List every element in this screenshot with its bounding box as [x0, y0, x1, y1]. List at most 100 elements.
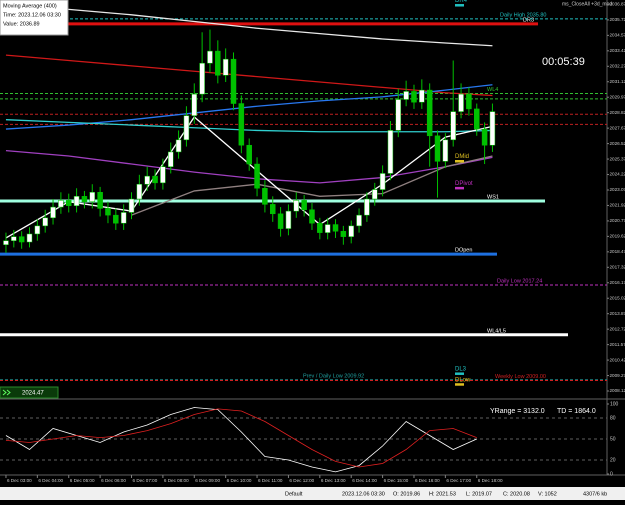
candle-body	[215, 51, 220, 75]
candle-body	[231, 59, 236, 103]
candle-body	[113, 215, 118, 223]
y-tick-label: 2033.42	[610, 48, 625, 53]
candle-body	[482, 129, 487, 145]
osc-tick-label: 20	[610, 457, 616, 463]
candle-body	[396, 100, 401, 131]
candle-body	[168, 152, 173, 167]
candle-body	[404, 91, 409, 99]
candle-body	[82, 196, 87, 201]
marker-label: DPivot	[455, 181, 473, 187]
status-text: 2023.12.06 03:30	[342, 491, 385, 497]
y-tick-label: 2015.02	[610, 295, 625, 300]
y-tick-label: 2029.97	[610, 94, 625, 99]
marker-label: DMid	[455, 154, 469, 160]
candle-body	[239, 104, 244, 146]
x-tick-label: 6 Dec 11:00	[258, 478, 283, 483]
candle-body	[466, 94, 471, 109]
y-tick-label: 2035.72	[610, 17, 625, 22]
status-text: Default	[285, 491, 303, 497]
candle-body	[317, 223, 322, 232]
y-tick-label: 2036.87	[610, 2, 625, 7]
candle-body	[98, 192, 103, 208]
y-tick-label: 2026.52	[610, 141, 625, 146]
candle-body	[427, 90, 432, 136]
candle-body	[137, 184, 142, 199]
candle-body	[459, 94, 464, 111]
x-tick-label: 6 Dec 03:00	[7, 478, 32, 483]
status-text: H: 2021.53	[429, 491, 456, 497]
candle-body	[35, 226, 40, 234]
y-tick-label: 2021.92	[610, 203, 625, 208]
osc-text: TD = 1864.0	[557, 408, 596, 415]
candle-body	[278, 214, 283, 229]
level-label: WL4	[487, 87, 498, 93]
marker-label: DL3	[455, 367, 467, 373]
candle-body	[341, 231, 346, 236]
candle-body	[27, 234, 32, 242]
candle-body	[451, 112, 456, 140]
level-marker	[455, 4, 464, 7]
level-label: Daily High 2035.80	[500, 12, 546, 18]
candle-body	[11, 237, 16, 241]
tooltip-line: Time: 2023.12.06 03:30	[3, 12, 61, 18]
candle-body	[184, 116, 189, 140]
x-tick-label: 6 Dec 12:00	[289, 478, 314, 483]
status-text: C: 2020.08	[503, 491, 530, 497]
candle-body	[129, 199, 134, 212]
y-tick-label: 2027.67	[610, 125, 625, 130]
x-tick-label: 6 Dec 17:00	[446, 478, 471, 483]
candle-body	[51, 207, 56, 218]
candle-body	[333, 225, 338, 232]
candle-body	[3, 241, 8, 245]
candle-body	[255, 164, 260, 188]
candle-body	[270, 204, 275, 213]
osc-tick-label: 100	[610, 401, 619, 407]
y-tick-label: 2016.17	[610, 280, 625, 285]
marker-label: DR4	[455, 0, 468, 4]
level-marker	[455, 160, 464, 163]
candle-body	[262, 188, 267, 204]
y-tick-label: 2019.62	[610, 234, 625, 239]
osc-tick-label: 50	[610, 436, 616, 442]
candle-body	[58, 200, 63, 207]
candle-body	[474, 109, 479, 129]
candle-body	[294, 200, 299, 211]
status-text: V: 1052	[538, 491, 557, 497]
x-tick-label: 6 Dec 07:00	[133, 478, 158, 483]
candle-body	[66, 200, 71, 205]
status-text: 4307/6 kb	[583, 491, 607, 497]
y-tick-label: 2018.47	[610, 249, 625, 254]
level-label: DOpen	[455, 248, 472, 254]
candle-body	[19, 237, 24, 242]
tooltip-line: Moving Average (400)	[3, 3, 57, 9]
candle-body	[74, 196, 79, 205]
candle-body	[419, 90, 424, 102]
candle-body	[176, 140, 181, 152]
candle-body	[160, 167, 165, 183]
candle-body	[325, 225, 330, 233]
y-tick-label: 2032.27	[610, 64, 625, 69]
clock: 00:05:39	[542, 56, 585, 68]
candle-body	[153, 176, 158, 183]
candle-body	[121, 212, 126, 223]
y-tick-label: 2025.37	[610, 156, 625, 161]
candle-body	[192, 94, 197, 116]
candle-body	[349, 226, 354, 237]
y-tick-label: 2034.57	[610, 33, 625, 38]
status-text: L: 2019.07	[466, 491, 492, 497]
y-tick-label: 2009.27	[610, 373, 625, 378]
x-tick-label: 6 Dec 13:00	[321, 478, 346, 483]
y-tick-label: 2023.07	[610, 187, 625, 192]
level-label: Prev / Daily Low 2009.92	[303, 373, 364, 379]
level-marker	[455, 187, 464, 190]
candle-body	[145, 176, 150, 184]
y-tick-label: 2013.87	[610, 311, 625, 316]
osc-tick-label: 80	[610, 415, 616, 421]
x-tick-label: 6 Dec 04:00	[38, 478, 63, 483]
candle-body	[286, 211, 291, 228]
indicator-label: ms_CloseAll +3d_mod	[562, 1, 612, 7]
level-marker	[455, 383, 464, 386]
